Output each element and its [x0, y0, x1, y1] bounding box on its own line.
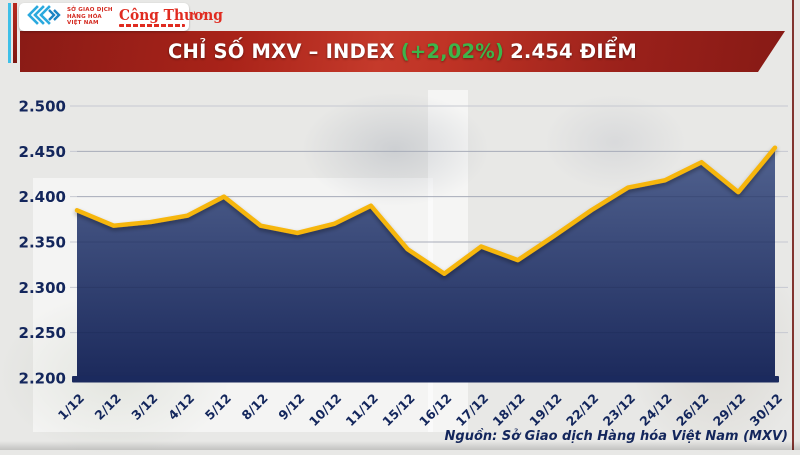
mxv-logo-icon: [25, 4, 63, 30]
mxv-org-name: SỞ GIAO DỊCH HÀNG HÓA VIỆT NAM: [67, 7, 113, 27]
source-credit: Nguồn: Sở Giao dịch Hàng hóa Việt Nam (M…: [444, 429, 788, 444]
congthuong-logo-subline: [118, 24, 185, 27]
title-change-percent: (+2,02%): [400, 40, 505, 63]
svg-text:22/12: 22/12: [563, 391, 601, 429]
svg-text:2.450: 2.450: [19, 143, 66, 161]
svg-text:2.500: 2.500: [19, 98, 66, 116]
mxv-org-line: SỞ GIAO DỊCH: [67, 7, 113, 14]
right-border-line: [792, 0, 794, 450]
background-watermark-map: [545, 95, 685, 190]
title-banner: CHỈ SỐ MXV – INDEX (+2,02%) 2.454 ĐIỂM: [20, 31, 785, 72]
background-watermark: [630, 250, 800, 455]
left-accent-stripe-red: [13, 3, 17, 63]
bottom-shade: [0, 441, 800, 450]
mxv-org-line: HÀNG HÓA: [67, 13, 102, 20]
logo-box: SỞ GIAO DỊCH HÀNG HÓA VIỆT NAM Công Thươ…: [19, 3, 223, 31]
mxv-org-line: VIỆT NAM: [67, 20, 99, 27]
background-watermark-map: [300, 92, 490, 207]
title-index-value: 2.454 ĐIỂM: [510, 40, 637, 63]
congthuong-wordmark: Công Thương: [118, 5, 223, 24]
svg-text:19/12: 19/12: [526, 391, 564, 429]
title-main: CHỈ SỐ MXV – INDEX: [168, 40, 395, 63]
congthuong-logo: Công Thương: [118, 5, 232, 27]
chart-title: CHỈ SỐ MXV – INDEX (+2,02%) 2.454 ĐIỂM: [168, 40, 637, 63]
svg-text:18/12: 18/12: [490, 391, 528, 429]
background-watermark: [0, 295, 230, 455]
left-accent-stripe-cyan: [8, 3, 11, 63]
